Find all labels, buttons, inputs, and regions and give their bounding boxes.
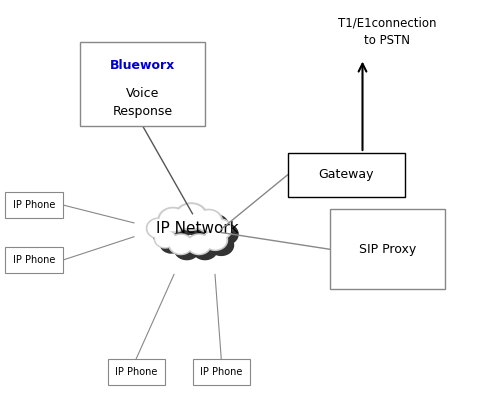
Text: Voice
Response: Voice Response xyxy=(112,87,172,118)
FancyBboxPatch shape xyxy=(192,359,250,385)
Circle shape xyxy=(146,218,171,239)
Text: IP Phone: IP Phone xyxy=(12,200,55,210)
Text: T1/E1connection
to PSTN: T1/E1connection to PSTN xyxy=(338,17,437,47)
FancyBboxPatch shape xyxy=(5,192,62,218)
Circle shape xyxy=(195,210,222,232)
Text: SIP Proxy: SIP Proxy xyxy=(359,243,416,256)
Text: IP Phone: IP Phone xyxy=(200,367,242,377)
Circle shape xyxy=(160,209,186,231)
Circle shape xyxy=(164,212,194,238)
Circle shape xyxy=(168,234,193,255)
Circle shape xyxy=(156,231,174,247)
FancyBboxPatch shape xyxy=(80,42,205,126)
Circle shape xyxy=(148,220,169,237)
Circle shape xyxy=(210,220,231,238)
Circle shape xyxy=(186,234,212,255)
Circle shape xyxy=(188,235,210,253)
FancyBboxPatch shape xyxy=(330,210,445,289)
Circle shape xyxy=(170,235,192,253)
Circle shape xyxy=(203,230,228,251)
Text: IP Phone: IP Phone xyxy=(12,255,55,265)
Text: Blueworx: Blueworx xyxy=(110,59,175,72)
Circle shape xyxy=(197,211,220,230)
Circle shape xyxy=(201,215,228,237)
Text: IP Network: IP Network xyxy=(156,221,239,236)
Circle shape xyxy=(208,219,232,240)
Circle shape xyxy=(158,207,188,233)
Circle shape xyxy=(192,239,218,260)
Circle shape xyxy=(209,235,234,256)
Circle shape xyxy=(214,224,238,245)
FancyBboxPatch shape xyxy=(288,153,405,197)
FancyBboxPatch shape xyxy=(108,359,165,385)
FancyBboxPatch shape xyxy=(5,247,62,273)
Text: Gateway: Gateway xyxy=(318,168,374,181)
Circle shape xyxy=(204,231,226,249)
Circle shape xyxy=(177,205,205,228)
Circle shape xyxy=(174,239,199,260)
Text: IP Phone: IP Phone xyxy=(115,367,158,377)
Circle shape xyxy=(154,230,176,248)
Circle shape xyxy=(181,208,214,235)
Circle shape xyxy=(160,235,182,253)
Circle shape xyxy=(175,203,208,230)
Circle shape xyxy=(152,223,177,244)
